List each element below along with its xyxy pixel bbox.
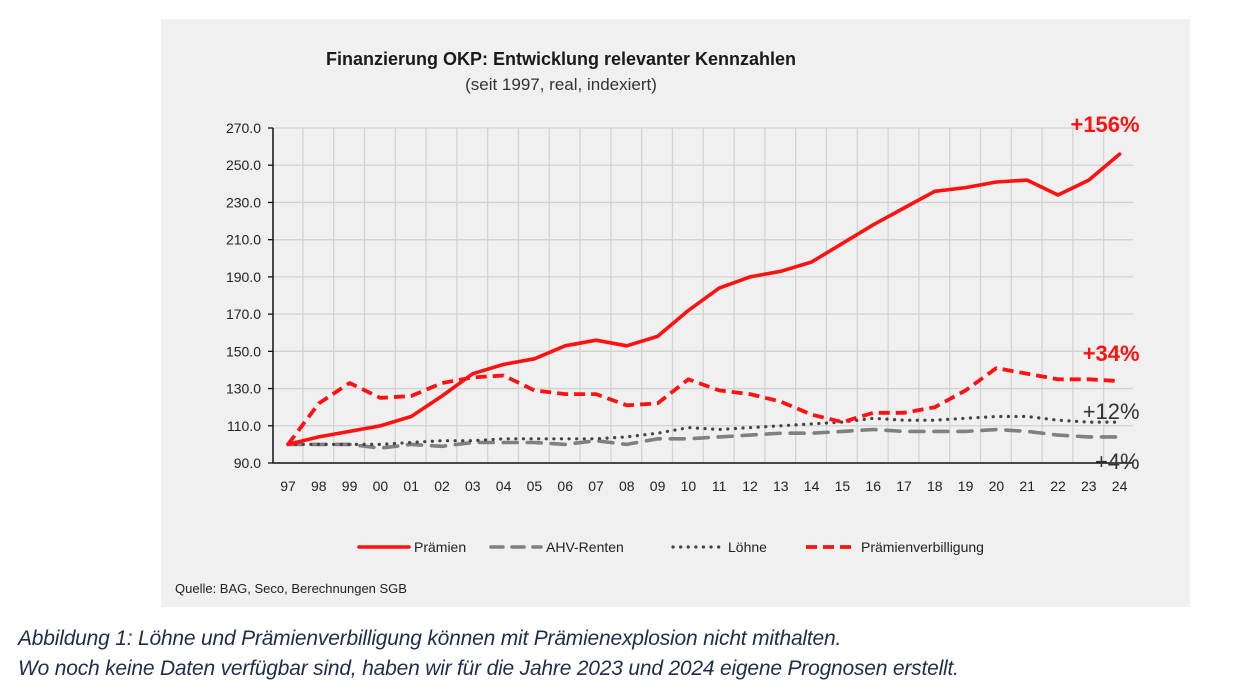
- series-line-l-hne: [286, 414, 1122, 446]
- annotation-label: +12%: [1083, 399, 1140, 424]
- chart-subtitle: (seit 1997, real, indexiert): [465, 75, 657, 94]
- legend-item: Prämien: [357, 539, 466, 555]
- x-tick-label: 05: [527, 478, 543, 494]
- legend-label: AHV-Renten: [546, 539, 624, 555]
- x-tick-label: 09: [650, 478, 666, 494]
- y-tick-label: 150.0: [226, 343, 261, 359]
- legend-label: Prämienverbilligung: [861, 539, 984, 555]
- x-tick-label: 98: [311, 478, 327, 494]
- x-tick-label: 11: [712, 478, 727, 494]
- series-lines: [286, 152, 1122, 450]
- y-tick-label: 230.0: [226, 194, 261, 210]
- series-line-pr-mien: [286, 152, 1122, 447]
- figure-caption: Abbildung 1: Löhne und Prämienverbilligu…: [18, 624, 959, 684]
- x-tick-label: 04: [496, 478, 512, 494]
- x-tick-label: 01: [403, 478, 419, 494]
- x-tick-label: 21: [1019, 478, 1035, 494]
- y-tick-label: 210.0: [226, 232, 261, 248]
- chart-title: Finanzierung OKP: Entwicklung relevanter…: [326, 49, 796, 69]
- caption-line-2: Wo noch keine Daten verfügbar sind, habe…: [18, 657, 959, 680]
- y-tick-label: 170.0: [226, 306, 261, 322]
- x-tick-label: 22: [1050, 478, 1066, 494]
- x-tick-label: 18: [927, 478, 943, 494]
- y-tick-label: 270.0: [226, 120, 261, 136]
- y-tick-label: 90.0: [234, 455, 261, 471]
- series-line-ahv-renten: [286, 427, 1122, 450]
- y-axis-ticks: 90.0 110.0 130.0 150.0 170.0 190.0 210.0 230.0 2…: [226, 120, 273, 471]
- x-tick-label: 19: [958, 478, 974, 494]
- source-note: Quelle: BAG, Seco, Berechnungen SGB: [175, 581, 407, 596]
- axes: [272, 128, 1133, 464]
- chart-panel: Finanzierung OKP: Entwicklung relevanter…: [161, 19, 1190, 607]
- x-tick-label: 06: [557, 478, 573, 494]
- grid: [273, 127, 1133, 463]
- x-tick-label: 02: [434, 478, 450, 494]
- x-tick-label: 24: [1112, 478, 1128, 494]
- x-tick-label: 16: [865, 478, 881, 494]
- series-line-pr-mienverbilligung: [286, 366, 1120, 446]
- caption-line-1: Abbildung 1: Löhne und Prämienverbilligu…: [18, 627, 842, 650]
- annotation-label: +34%: [1083, 341, 1140, 366]
- x-axis-ticks: 97 98 99 00 01 02 03 04 05 06 07 08 09 10 11 12 13 14 15 16…: [280, 478, 1127, 494]
- x-tick-label: 13: [773, 478, 789, 494]
- legend-item: Prämienverbilligung: [806, 539, 984, 555]
- x-tick-label: 03: [465, 478, 481, 494]
- x-tick-label: 07: [588, 478, 604, 494]
- x-tick-label: 12: [742, 478, 758, 494]
- annotation-label: +156%: [1070, 112, 1139, 137]
- x-tick-label: 10: [681, 478, 697, 494]
- legend-label: Löhne: [728, 539, 767, 555]
- legend-item: Löhne: [671, 539, 767, 555]
- legend-label: Prämien: [414, 539, 466, 555]
- annotations: +156% +34% +12% +4%: [1070, 112, 1139, 474]
- annotation-label: +4%: [1095, 449, 1140, 474]
- x-tick-label: 23: [1081, 478, 1097, 494]
- y-tick-label: 110.0: [227, 418, 261, 434]
- y-tick-label: 250.0: [226, 157, 261, 173]
- x-tick-label: 97: [280, 478, 296, 494]
- y-tick-label: 130.0: [226, 381, 261, 397]
- x-tick-label: 99: [342, 478, 358, 494]
- legend-item: AHV-Renten: [489, 539, 624, 555]
- x-tick-label: 14: [804, 478, 820, 494]
- chart: Finanzierung OKP: Entwicklung relevanter…: [175, 49, 1140, 596]
- x-tick-label: 17: [896, 478, 912, 494]
- y-tick-label: 190.0: [226, 269, 261, 285]
- x-tick-label: 08: [619, 478, 635, 494]
- x-tick-label: 15: [835, 478, 851, 494]
- x-tick-label: 00: [373, 478, 389, 494]
- legend: Prämien AHV-Renten Löhne Prämienverbilligun…: [357, 539, 984, 555]
- x-tick-label: 20: [989, 478, 1005, 494]
